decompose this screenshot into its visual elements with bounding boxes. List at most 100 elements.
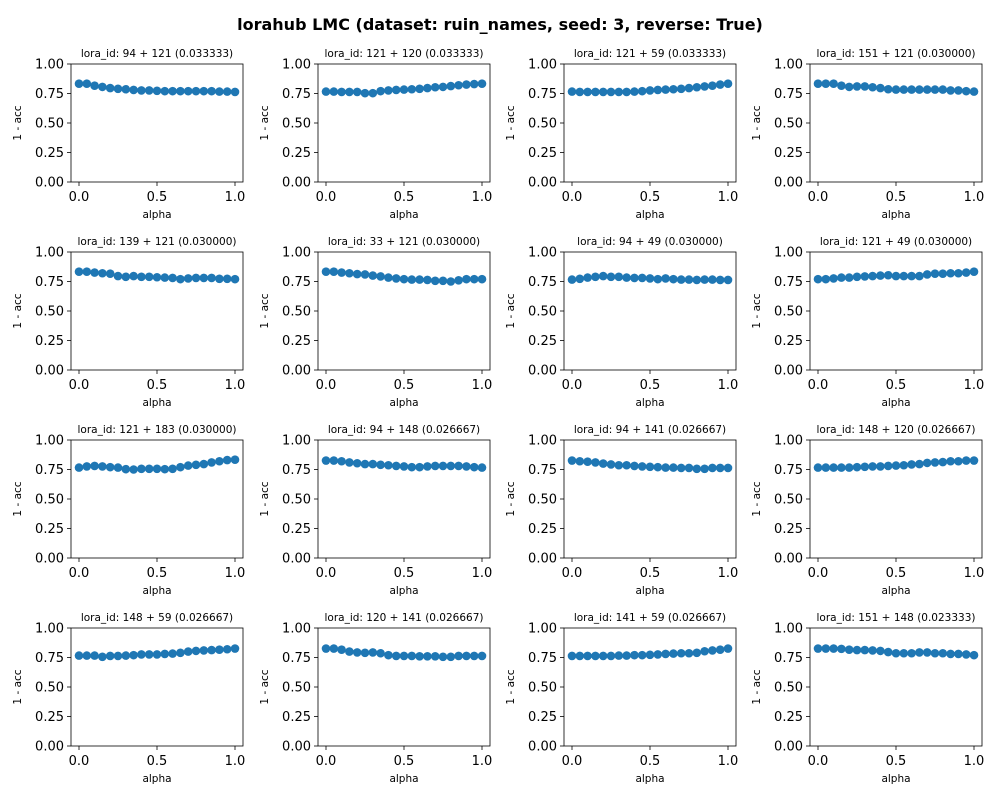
x-axis-label: alpha [635, 585, 664, 597]
y-tick-label: 0.00 [35, 552, 64, 567]
data-point [222, 87, 232, 96]
data-point [844, 82, 854, 92]
data-point [430, 82, 440, 92]
data-point [813, 274, 823, 284]
data-point [899, 648, 909, 658]
data-point [837, 644, 846, 654]
data-point [860, 645, 870, 655]
data-point [661, 274, 670, 283]
data-point [391, 85, 401, 95]
data-point [222, 644, 232, 654]
y-tick-label: 0.25 [282, 522, 311, 537]
data-point [852, 82, 862, 91]
data-point [129, 650, 138, 660]
data-point [82, 79, 92, 89]
data-point [653, 462, 663, 472]
y-tick-label: 0.25 [774, 146, 803, 161]
data-point [430, 652, 440, 661]
data-point [137, 650, 146, 659]
data-point [168, 273, 177, 283]
x-tick-label: 1.0 [964, 566, 985, 581]
data-point [90, 651, 99, 660]
y-tick-label: 0.75 [35, 275, 64, 290]
x-tick-label: 0.0 [562, 190, 583, 205]
data-point [337, 645, 346, 655]
data-point [723, 275, 733, 285]
data-point [891, 85, 901, 94]
data-point [90, 268, 99, 277]
data-point [876, 271, 885, 280]
data-point [692, 464, 702, 474]
data-point [98, 462, 107, 471]
data-point [606, 272, 616, 282]
y-tick-label: 1.00 [35, 622, 64, 637]
x-axis-label: alpha [389, 773, 418, 785]
data-point [622, 87, 631, 97]
data-point [207, 273, 216, 283]
y-tick-label: 1.00 [35, 434, 64, 449]
x-axis-label: alpha [389, 209, 418, 221]
y-axis-label: 1 - acc [751, 669, 763, 704]
y-tick-label: 1.00 [774, 622, 803, 637]
y-axis-label: 1 - acc [751, 481, 763, 516]
data-point [345, 647, 354, 656]
x-tick-label: 0.5 [640, 378, 661, 393]
data-point [207, 645, 216, 655]
subplot-title: lora_id: 33 + 121 (0.030000) [328, 236, 480, 248]
data-point [723, 79, 733, 89]
data-point [90, 81, 99, 91]
y-tick-label: 0.00 [35, 176, 64, 191]
data-point [360, 270, 370, 279]
data-point [868, 82, 877, 92]
data-point [121, 84, 131, 94]
subplot-title: lora_id: 141 + 59 (0.026667) [574, 612, 726, 624]
data-point [207, 458, 216, 467]
data-point [899, 85, 909, 94]
data-point [160, 464, 170, 474]
subplot-title: lora_id: 94 + 49 (0.030000) [577, 236, 723, 248]
data-point [567, 87, 577, 96]
data-point [74, 463, 84, 472]
y-tick-label: 0.75 [282, 275, 311, 290]
data-point [345, 268, 354, 278]
data-point [844, 645, 854, 655]
data-point [961, 268, 971, 277]
subplot-title: lora_id: 94 + 141 (0.026667) [574, 424, 726, 436]
y-tick-label: 0.00 [35, 364, 64, 379]
data-point [105, 269, 115, 279]
data-point [868, 271, 877, 281]
data-point [922, 648, 932, 657]
data-point [360, 88, 370, 98]
subplot-grid: lora_id: 94 + 121 (0.033333)0.000.250.50… [12, 48, 984, 785]
data-point [907, 460, 916, 469]
data-point [591, 651, 600, 661]
data-point [105, 83, 115, 93]
data-point [345, 87, 354, 97]
y-tick-label: 0.75 [528, 651, 557, 666]
data-point [606, 651, 616, 661]
data-point [160, 86, 170, 96]
data-point [606, 460, 616, 469]
y-axis-label: 1 - acc [259, 293, 271, 328]
axes-frame [70, 627, 244, 747]
y-tick-label: 0.25 [774, 522, 803, 537]
data-point [399, 651, 409, 661]
x-tick-label: 0.0 [69, 566, 90, 581]
y-tick-label: 0.00 [35, 740, 64, 755]
y-tick-label: 1.00 [282, 622, 311, 637]
data-point [105, 651, 115, 661]
data-point [183, 274, 193, 283]
y-tick-label: 1.00 [35, 246, 64, 261]
data-point [423, 275, 432, 285]
subplot-15: lora_id: 141 + 59 (0.026667)0.000.250.50… [505, 612, 738, 785]
y-tick-label: 0.00 [282, 552, 311, 567]
data-point [954, 268, 963, 278]
data-point [430, 461, 440, 471]
data-point [669, 649, 678, 658]
data-point [946, 649, 955, 659]
data-point [829, 274, 838, 283]
y-tick-label: 0.00 [774, 364, 803, 379]
data-point [899, 271, 909, 281]
data-point [630, 273, 639, 283]
x-axis-label: alpha [635, 397, 664, 409]
